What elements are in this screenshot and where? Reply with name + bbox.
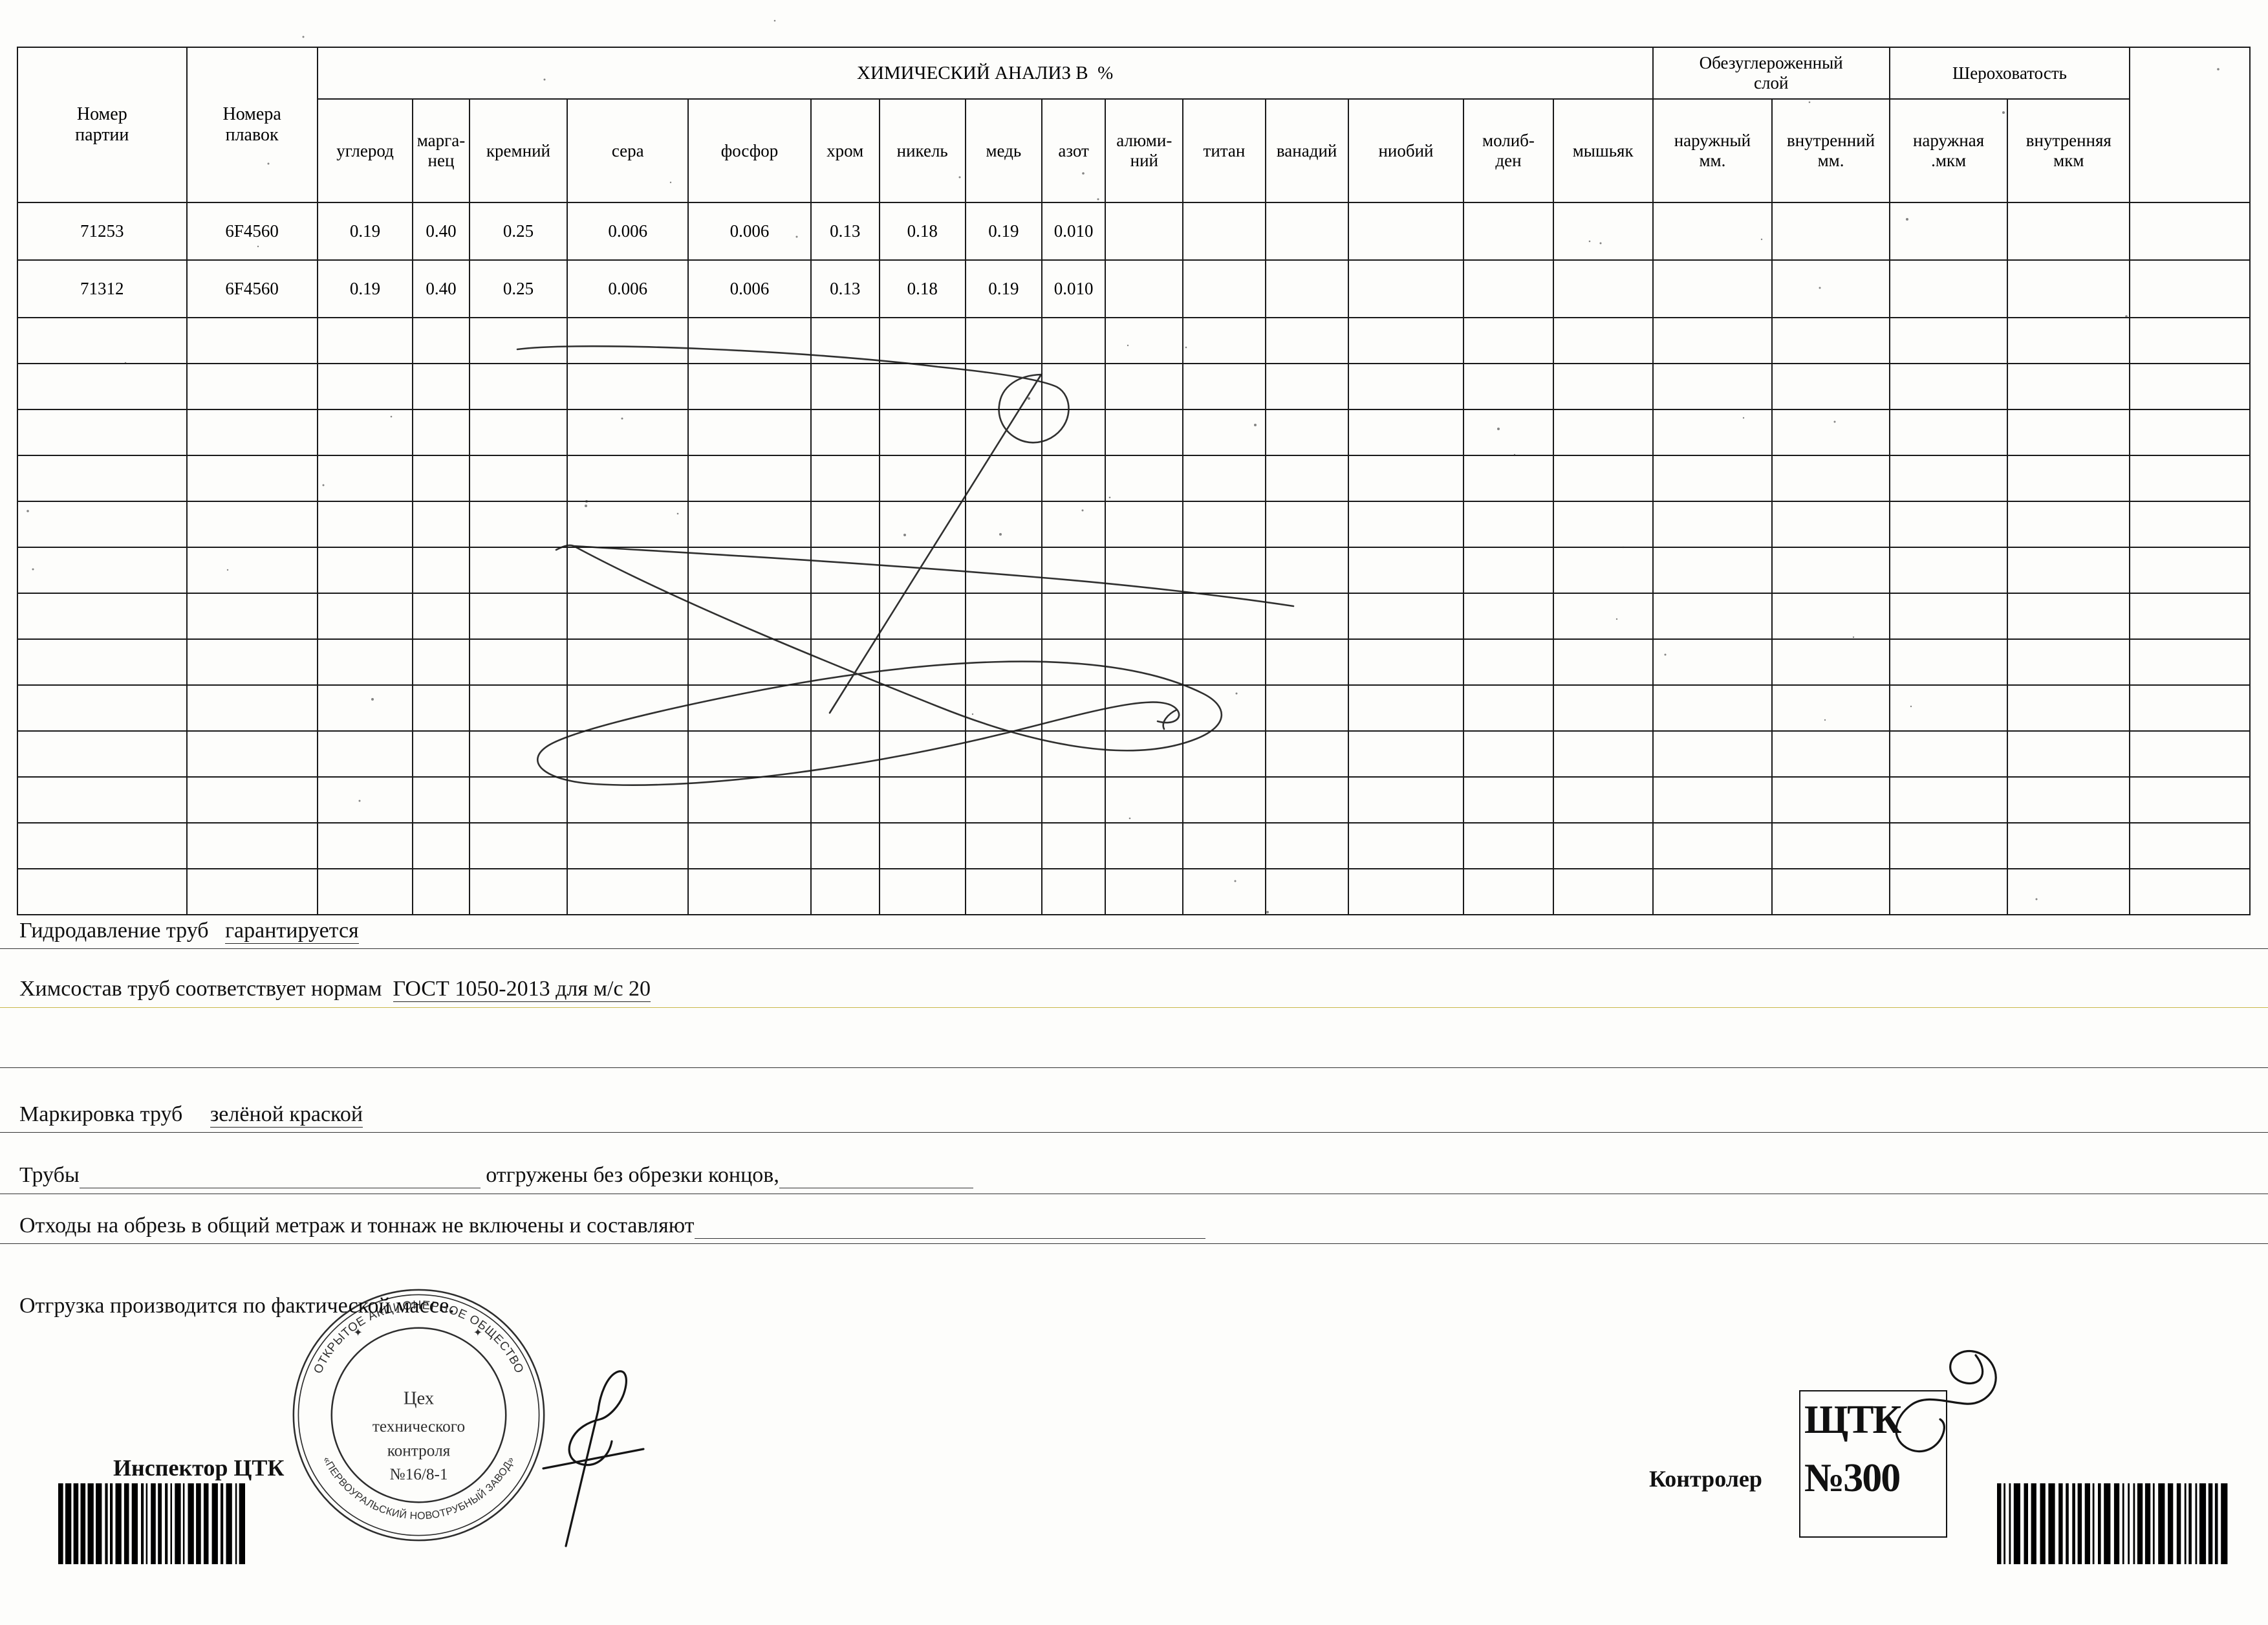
svg-text:№16/8-1: №16/8-1 (389, 1465, 448, 1483)
svg-text:технического: технического (373, 1417, 465, 1435)
svg-text:контроля: контроля (387, 1442, 451, 1460)
svg-text:✦: ✦ (353, 1326, 362, 1338)
svg-text:ОТКРЫТОЕ АКЦИОНЕРНОЕ ОБЩЕСТВО: ОТКРЫТОЕ АКЦИОНЕРНОЕ ОБЩЕСТВО (310, 1298, 526, 1375)
svg-text:Цех: Цех (404, 1388, 434, 1409)
svg-text:✦: ✦ (473, 1326, 482, 1338)
